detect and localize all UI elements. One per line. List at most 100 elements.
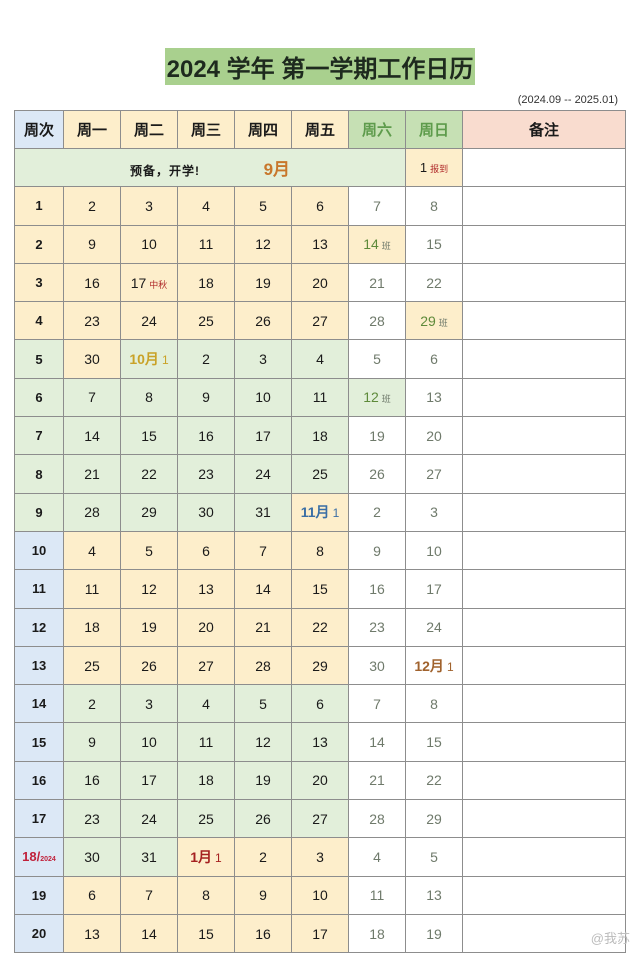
day-number: 20	[312, 274, 328, 291]
day-cell: 17	[120, 760, 178, 801]
notes-cell[interactable]	[462, 760, 626, 801]
week-label: 18/	[22, 849, 41, 865]
notes-cell[interactable]	[462, 416, 626, 456]
day-number: 8	[430, 695, 438, 712]
day-cell: 27	[177, 645, 235, 686]
day-number: 12	[255, 236, 271, 253]
week-label: 15	[31, 734, 47, 750]
notes-cell[interactable]	[462, 147, 626, 188]
notes-cell[interactable]	[462, 492, 626, 532]
day-cell: 19	[348, 416, 406, 456]
day-number: 6	[430, 351, 438, 368]
day-number: 19	[255, 274, 271, 291]
day-cell: 30	[63, 837, 121, 877]
week-row: 1 2 3 4 5 6 7 8	[14, 186, 626, 226]
day-number: 13	[312, 236, 328, 253]
notes-cell[interactable]	[462, 722, 626, 762]
day-number: 26	[141, 657, 157, 674]
notes-cell[interactable]	[462, 377, 626, 418]
day-cell: 26	[234, 301, 292, 341]
day-number: 28	[84, 504, 100, 521]
day-cell: 6	[291, 684, 349, 724]
day-cell: 16	[63, 760, 121, 801]
day-number: 12	[141, 580, 157, 597]
week-row: 12 18 19 20 21 22 23 24	[14, 607, 626, 647]
notes-cell[interactable]	[462, 913, 626, 954]
notes-cell[interactable]	[462, 645, 626, 686]
week-label: 8	[35, 466, 43, 482]
day-cell: 16	[348, 569, 406, 609]
day-cell: 14	[120, 913, 178, 954]
day-number: 31	[141, 848, 157, 865]
notes-cell[interactable]	[462, 301, 626, 341]
day-cell: 4	[63, 530, 121, 571]
day-cell: 10	[405, 530, 463, 571]
notes-cell[interactable]	[462, 339, 626, 379]
day-number: 5	[259, 197, 267, 214]
day-cell: 5	[348, 339, 406, 379]
day-number: 30	[369, 657, 385, 674]
day-number: 29	[312, 657, 328, 674]
day-cell: 20	[291, 262, 349, 303]
calendar-table: 周次 周一 周二 周三 周四 周五 周六 周日 备注 预备，开学! 9月 1 报到…	[14, 110, 626, 954]
day-cell: 18	[63, 607, 121, 647]
day-cell: 15	[405, 224, 463, 264]
day-cell: 13	[405, 377, 463, 418]
day-number: 6	[202, 542, 210, 559]
day-number: 9	[88, 236, 96, 253]
day-cell: 20	[291, 760, 349, 801]
day-number: 16	[369, 580, 385, 597]
week-row: 2 9 10 11 12 13 14 班 15	[14, 224, 626, 264]
notes-cell[interactable]	[462, 799, 626, 839]
day-number: 22	[141, 466, 157, 483]
notes-cell[interactable]	[462, 569, 626, 609]
day-cell: 18	[291, 416, 349, 456]
day-number: 23	[84, 810, 100, 827]
day-cell: 30	[63, 339, 121, 379]
day-cell: 17 中秋	[120, 262, 178, 303]
day-number: 26	[369, 466, 385, 483]
notes-cell[interactable]	[462, 530, 626, 571]
day-cell: 18	[177, 262, 235, 303]
week-number: 9	[14, 492, 64, 532]
notes-cell[interactable]	[462, 262, 626, 303]
day-tag: 班	[438, 317, 448, 328]
week-number: 2	[14, 224, 64, 264]
day-cell: 14	[63, 416, 121, 456]
week-label: 13	[31, 658, 47, 673]
week-row: 19 6 7 8 9 10 11 13	[14, 875, 626, 915]
date-range: (2024.09 -- 2025.01)	[517, 94, 618, 106]
day-cell: 9	[348, 530, 406, 571]
day-number: 16	[84, 274, 100, 291]
day-cell: 10月 1	[120, 339, 178, 379]
header-wed: 周三	[177, 110, 235, 149]
day-cell: 5	[234, 186, 292, 226]
notes-cell[interactable]	[462, 875, 626, 915]
day-number: 20	[198, 619, 214, 636]
week-label: 5	[35, 351, 43, 367]
notes-cell[interactable]	[462, 607, 626, 647]
day-number: 10	[141, 734, 157, 751]
day-number: 14	[255, 580, 271, 597]
day-cell: 27	[291, 301, 349, 341]
week-label: 7	[35, 428, 43, 444]
day-number: 25	[198, 810, 214, 827]
day-number: 25	[198, 312, 214, 329]
day-cell: 17	[234, 416, 292, 456]
day-number: 7	[88, 389, 96, 406]
day-cell: 11月 1	[291, 492, 349, 532]
day-cell: 23	[177, 454, 235, 494]
day-number: 3	[430, 504, 438, 521]
notes-cell[interactable]	[462, 454, 626, 494]
notes-cell[interactable]	[462, 837, 626, 877]
day-number: 24	[255, 466, 271, 483]
day-cell: 21	[348, 262, 406, 303]
day-cell: 7	[348, 684, 406, 724]
day-tag: 班	[381, 241, 391, 252]
notes-cell[interactable]	[462, 224, 626, 264]
notes-cell[interactable]	[462, 186, 626, 226]
day-number: 9	[259, 887, 267, 904]
notes-cell[interactable]	[462, 684, 626, 724]
header-fri: 周五	[291, 110, 349, 149]
week-year: 2024	[40, 856, 56, 864]
